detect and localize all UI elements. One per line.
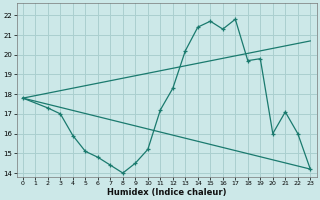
X-axis label: Humidex (Indice chaleur): Humidex (Indice chaleur) <box>107 188 226 197</box>
